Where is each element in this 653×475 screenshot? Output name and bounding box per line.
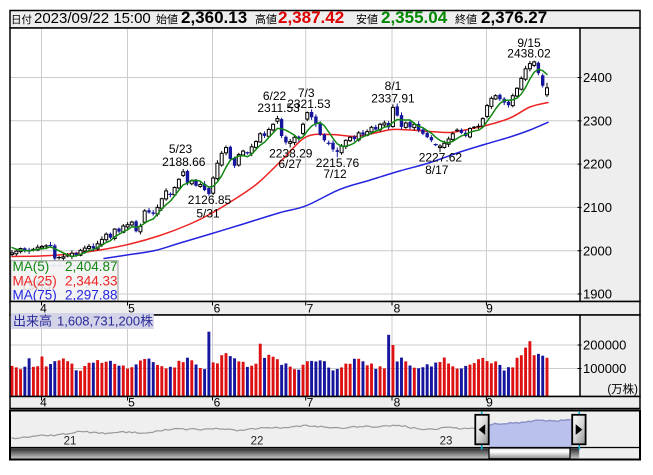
svg-text:MA(25): MA(25): [13, 274, 57, 289]
svg-text:9: 9: [486, 395, 493, 409]
svg-text:2023/09/22 15:00: 2023/09/22 15:00: [34, 10, 151, 27]
svg-text:2227.62: 2227.62: [419, 151, 463, 165]
svg-text:2,404.87: 2,404.87: [65, 259, 118, 274]
svg-text:2,297.88: 2,297.88: [65, 288, 118, 303]
svg-text:日付: 日付: [11, 13, 32, 26]
svg-text:7/12: 7/12: [323, 167, 347, 181]
svg-text:2337.91: 2337.91: [371, 92, 415, 106]
svg-text:2311.53: 2311.53: [257, 101, 300, 115]
svg-text:6: 6: [214, 395, 221, 409]
svg-text:始値: 始値: [156, 12, 178, 26]
svg-text:2,355.04: 2,355.04: [381, 8, 448, 27]
svg-text:2,344.33: 2,344.33: [65, 274, 118, 289]
svg-text:MA(5): MA(5): [13, 259, 50, 274]
svg-text:7: 7: [307, 395, 314, 409]
svg-text:7: 7: [307, 301, 314, 315]
svg-text:2126.85: 2126.85: [188, 193, 232, 207]
svg-text:出来高: 出来高: [13, 314, 52, 329]
svg-text:2321.53: 2321.53: [287, 97, 331, 111]
svg-text:4: 4: [40, 395, 47, 409]
svg-text:安値: 安値: [356, 12, 378, 26]
svg-text:8/1: 8/1: [385, 79, 402, 93]
svg-text:5: 5: [128, 395, 135, 409]
svg-text:2215.76: 2215.76: [316, 156, 360, 170]
svg-text:8: 8: [394, 301, 401, 315]
svg-text:1985: 1985: [20, 277, 51, 293]
svg-text:5: 5: [128, 301, 135, 315]
svg-text:(万株): (万株): [607, 382, 638, 396]
svg-text:終値: 終値: [455, 12, 477, 26]
svg-text:9/15: 9/15: [517, 36, 541, 50]
svg-text:9: 9: [486, 301, 493, 315]
svg-text:4: 4: [40, 301, 47, 315]
svg-text:23: 23: [440, 436, 453, 448]
svg-text:2000: 2000: [583, 243, 612, 258]
svg-text:7/3: 7/3: [298, 86, 315, 100]
svg-text:1,608,731,200株: 1,608,731,200株: [57, 314, 153, 329]
svg-text:100000: 100000: [583, 361, 626, 376]
svg-text:2,387.42: 2,387.42: [278, 8, 344, 27]
svg-text:2188.66: 2188.66: [162, 155, 206, 169]
svg-text:MA(75): MA(75): [13, 288, 57, 303]
svg-text:2400: 2400: [583, 70, 612, 85]
svg-text:2300: 2300: [583, 113, 612, 128]
svg-text:5/31: 5/31: [196, 207, 220, 221]
svg-text:2200: 2200: [583, 157, 612, 172]
svg-text:6/27: 6/27: [278, 157, 302, 171]
svg-text:高値: 高値: [255, 12, 277, 26]
svg-text:6: 6: [214, 301, 221, 315]
svg-text:2,360.13: 2,360.13: [181, 8, 247, 27]
svg-text:8/17: 8/17: [425, 163, 449, 177]
svg-text:2238.29: 2238.29: [269, 147, 313, 161]
svg-text:21: 21: [64, 436, 77, 448]
svg-text:2438.02: 2438.02: [507, 47, 551, 61]
svg-text:2,376.27: 2,376.27: [481, 8, 547, 27]
svg-text:200000: 200000: [583, 338, 626, 353]
svg-text:22: 22: [251, 436, 264, 448]
svg-text:2100: 2100: [583, 200, 612, 215]
svg-text:8: 8: [394, 395, 401, 409]
svg-text:6/22: 6/22: [263, 89, 287, 103]
svg-text:5/23: 5/23: [169, 142, 193, 156]
svg-text:1900: 1900: [583, 287, 612, 302]
